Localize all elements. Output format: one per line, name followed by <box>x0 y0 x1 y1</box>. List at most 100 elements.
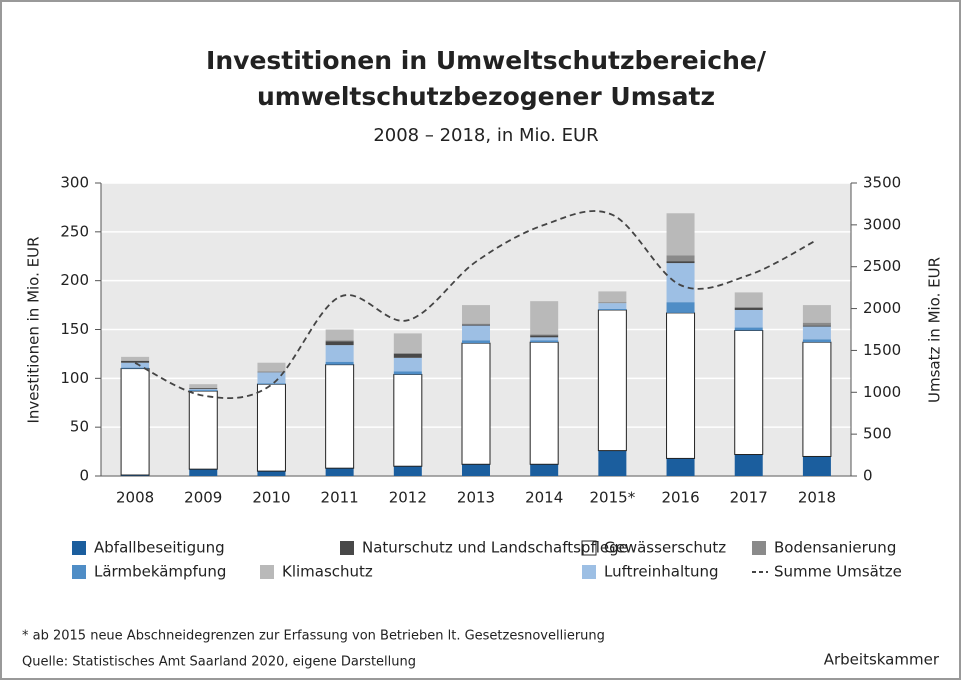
footnote: * ab 2015 neue Abschneidegrenzen zur Erf… <box>22 629 605 644</box>
bar-segment <box>462 323 490 325</box>
y2-tick-label: 2000 <box>863 299 901 317</box>
legend-label: Abfallbeseitigung <box>94 539 225 557</box>
legend-label: Gewässerschutz <box>604 539 726 557</box>
legend-label: Summe Umsätze <box>774 563 902 581</box>
bar-segment <box>666 458 695 476</box>
bar-segment <box>393 373 423 467</box>
x-tick-label: 2014 <box>525 489 563 507</box>
bar-segment <box>188 390 218 470</box>
bar-segment <box>121 362 150 368</box>
bar-segment <box>529 341 559 465</box>
bar-segment <box>462 325 490 341</box>
bar-segment <box>256 383 286 472</box>
bar-segment <box>189 388 218 390</box>
y2-axis-label: Umsatz in Mio. EUR <box>926 257 944 403</box>
y-axis-label: Investitionen in Mio. EUR <box>25 236 43 423</box>
legend-swatch <box>72 565 86 579</box>
bar-segment <box>530 301 559 335</box>
chart-title: umweltschutzbezogener Umsatz <box>257 82 715 111</box>
bar-segment <box>189 389 218 391</box>
bar-segment <box>802 339 831 343</box>
line-series <box>134 210 818 399</box>
bar-segment <box>325 329 354 341</box>
bar-segment <box>257 362 286 372</box>
x-tick-label: 2011 <box>321 489 359 507</box>
bar-segment <box>257 371 286 373</box>
bar-segment <box>325 364 355 469</box>
bar-segment <box>325 340 354 342</box>
legend-swatch <box>582 565 596 579</box>
bar-segment <box>120 368 150 476</box>
legend-label: Naturschutz und Landschaftspflege <box>362 539 628 557</box>
chart-subtitle: 2008 – 2018, in Mio. EUR <box>373 125 598 146</box>
bar-segment <box>393 371 422 375</box>
bar-segment <box>734 454 763 476</box>
bar-segment <box>802 326 831 340</box>
y2-tick-label: 3000 <box>863 215 901 233</box>
legend-swatch <box>72 541 86 555</box>
source: Quelle: Statistisches Amt Saarland 2020,… <box>22 655 416 670</box>
x-tick-label: 2015* <box>590 489 636 507</box>
bar-segment <box>325 361 354 365</box>
y-tick-label: 100 <box>60 369 89 387</box>
bar-segment <box>734 292 763 308</box>
bar-segment <box>121 367 150 369</box>
bar-segment <box>734 329 764 456</box>
bar-segment <box>734 308 763 310</box>
legend-swatch <box>260 565 274 579</box>
legend-label: Lärmbekämpfung <box>94 563 226 581</box>
bar-segment <box>666 312 696 459</box>
bar-segment <box>189 384 218 389</box>
bar-segment <box>530 337 559 341</box>
bar-segment <box>325 341 354 346</box>
bar-segment <box>189 469 218 476</box>
bar-segment <box>530 335 559 338</box>
bar-segment <box>598 450 627 476</box>
bar-segment <box>257 471 286 476</box>
x-tick-label: 2008 <box>116 489 154 507</box>
bar-segment <box>666 213 695 256</box>
bar-segment <box>666 261 695 264</box>
legend-swatch <box>581 540 597 556</box>
bar-segment <box>802 305 831 323</box>
legend-swatch <box>752 541 766 555</box>
bar-segment <box>802 341 832 457</box>
bar-segment <box>598 308 627 310</box>
bar-segment <box>257 372 286 384</box>
y2-tick-label: 1500 <box>863 341 901 359</box>
bar-segment <box>597 309 627 452</box>
bar-segment <box>666 255 695 262</box>
y2-tick-label: 1000 <box>863 383 901 401</box>
bar-segment <box>666 302 695 313</box>
x-tick-label: 2009 <box>184 489 222 507</box>
credit: Arbeitskammer <box>824 651 940 669</box>
bar-segment <box>734 307 763 309</box>
x-tick-label: 2013 <box>457 489 495 507</box>
bar-segment <box>598 302 627 304</box>
y-tick-label: 250 <box>60 222 89 240</box>
bar-segment <box>189 390 218 392</box>
bar-segment <box>598 303 627 309</box>
y2-tick-label: 500 <box>863 425 892 443</box>
legend-label: Luftreinhaltung <box>604 563 719 581</box>
x-tick-label: 2016 <box>661 489 699 507</box>
y-tick-label: 200 <box>60 271 89 289</box>
y2-tick-label: 3500 <box>863 174 901 192</box>
bar-segment <box>598 291 627 303</box>
bar-segment <box>393 357 422 372</box>
y-tick-label: 150 <box>60 320 89 338</box>
legend-label: Klimaschutz <box>282 563 373 581</box>
chart-title: Investitionen in Umweltschutzbereiche/ <box>206 46 767 75</box>
x-tick-label: 2017 <box>730 489 768 507</box>
bar-segment <box>530 340 559 343</box>
bar-segment <box>462 305 490 324</box>
bar-segment <box>802 456 831 476</box>
y2-tick-label: 2500 <box>863 257 901 275</box>
bar-segment <box>461 342 491 465</box>
bar-segment <box>393 466 422 476</box>
bar-segment <box>393 333 422 353</box>
bar-segment <box>325 345 354 362</box>
y2-tick-label: 0 <box>863 467 873 485</box>
y-tick-label: 0 <box>79 467 89 485</box>
